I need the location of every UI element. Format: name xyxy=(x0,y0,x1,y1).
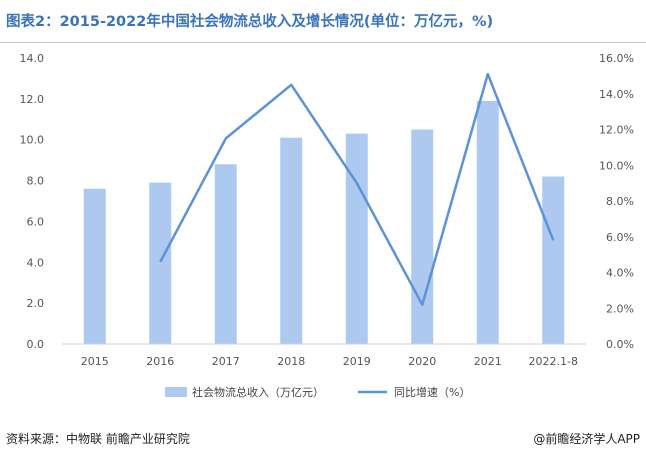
right-tick-label: 10.0% xyxy=(599,159,634,172)
x-tick-label: 2022.1-8 xyxy=(529,355,578,368)
legend: 社会物流总收入（万亿元） 同比增速（%） xyxy=(165,385,470,399)
bar xyxy=(214,164,237,344)
left-tick-label: 0.0 xyxy=(27,338,45,351)
source-note: 资料来源：中物联 前瞻产业研究院 xyxy=(6,432,190,446)
legend-line-label: 同比增速（%） xyxy=(394,385,470,399)
right-tick-label: 12.0% xyxy=(599,124,634,137)
bar xyxy=(345,133,368,344)
right-tick-label: 4.0% xyxy=(606,267,634,280)
bar xyxy=(280,137,303,344)
left-tick-label: 6.0 xyxy=(27,215,45,228)
x-tick-label: 2018 xyxy=(277,355,305,368)
bar xyxy=(476,100,499,345)
left-tick-label: 10.0 xyxy=(20,134,45,147)
legend-bar-label: 社会物流总收入（万亿元） xyxy=(192,385,324,399)
right-tick-label: 6.0% xyxy=(606,231,634,244)
bar xyxy=(83,188,106,344)
left-tick-label: 8.0 xyxy=(27,175,45,188)
left-tick-label: 2.0 xyxy=(27,297,45,310)
right-tick-label: 8.0% xyxy=(606,195,634,208)
right-tick-label: 0.0% xyxy=(606,338,634,351)
bar xyxy=(411,129,434,344)
chart: 0.0 2.0 4.0 6.0 8.0 10.0 12.0 14.0 0.0% 2.0% 4.0%… xyxy=(20,52,635,399)
chart-title: 图表2：2015-2022年中国社会物流总收入及增长情况(单位：万亿元，%) xyxy=(6,14,494,30)
bar xyxy=(149,182,172,344)
left-tick-label: 12.0 xyxy=(20,93,45,106)
x-axis: 2015 2016 2017 2018 2019 2020 2021 2022.1-8 xyxy=(81,355,578,368)
x-tick-label: 2019 xyxy=(343,355,371,368)
left-tick-label: 14.0 xyxy=(20,52,45,65)
right-tick-label: 14.0% xyxy=(599,88,634,101)
title-divider xyxy=(0,42,646,43)
right-axis: 0.0% 2.0% 4.0% 6.0% 8.0% 10.0% 12.0% 14.0% 16.0% xyxy=(599,52,634,351)
left-tick-label: 4.0 xyxy=(27,256,45,269)
x-tick-label: 2016 xyxy=(146,355,174,368)
x-tick-label: 2021 xyxy=(474,355,502,368)
left-axis: 0.0 2.0 4.0 6.0 8.0 10.0 12.0 14.0 xyxy=(20,52,45,351)
brand-note: @前瞻经济学人APP xyxy=(533,432,640,446)
x-tick-label: 2015 xyxy=(81,355,109,368)
right-tick-label: 2.0% xyxy=(606,302,634,315)
bar-series xyxy=(83,100,565,345)
bar xyxy=(542,176,565,344)
right-tick-label: 16.0% xyxy=(599,52,634,65)
x-tick-label: 2020 xyxy=(408,355,436,368)
growth-rate-line xyxy=(159,72,555,306)
legend-bar-swatch xyxy=(165,387,187,397)
x-tick-label: 2017 xyxy=(212,355,240,368)
